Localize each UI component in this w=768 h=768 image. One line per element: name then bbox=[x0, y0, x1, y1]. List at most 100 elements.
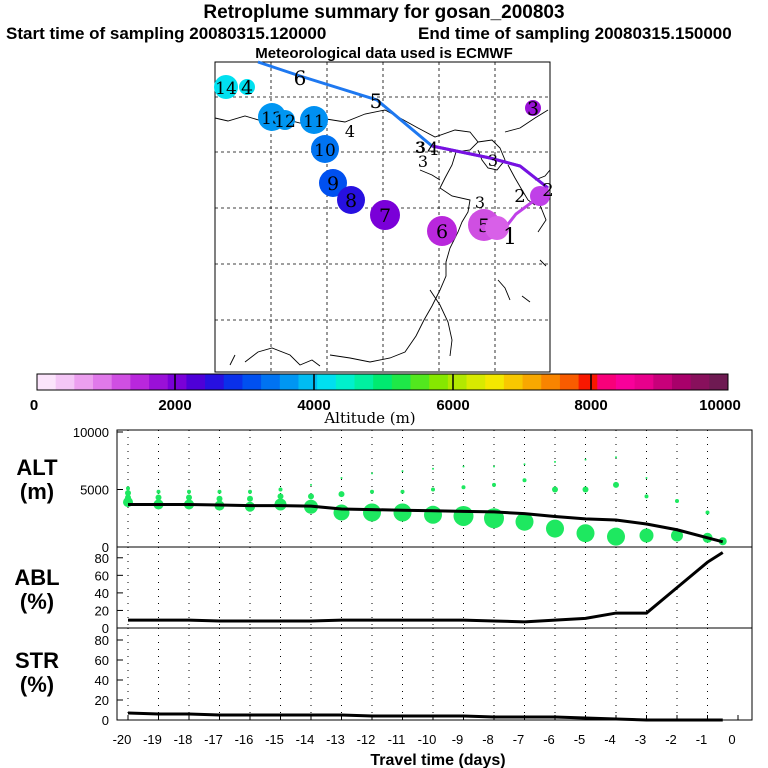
trajectory-day-label: 3 bbox=[418, 152, 428, 171]
series-line bbox=[128, 502, 724, 544]
trajectory-bubble bbox=[239, 79, 255, 95]
x-tick-label: -17 bbox=[204, 732, 223, 747]
y-tick-label: 40 bbox=[95, 673, 109, 688]
bubble-label: 11 bbox=[303, 112, 325, 132]
altitude-dot bbox=[187, 489, 191, 494]
y-tick-label: 5000 bbox=[80, 483, 109, 498]
colorbar-swatch bbox=[373, 374, 393, 390]
altitude-dot bbox=[552, 486, 558, 493]
end-time-label: End time of sampling 20080315.150000 bbox=[418, 24, 732, 43]
bubble-label: 4 bbox=[241, 77, 253, 99]
y-tick-label: 60 bbox=[95, 568, 109, 583]
altitude-dot bbox=[308, 493, 314, 500]
bubble-label: 8 bbox=[345, 190, 357, 212]
trajectory-day-label: 3 bbox=[416, 138, 426, 157]
x-tick-label: -20 bbox=[113, 732, 132, 747]
colorbar-tick-label: 4000 bbox=[297, 397, 330, 414]
colorbar-axis-label: Altitude (m) bbox=[323, 409, 415, 427]
altitude-dot bbox=[461, 485, 466, 490]
trajectory-bubble bbox=[275, 110, 295, 130]
colorbar-swatch bbox=[223, 374, 243, 390]
str-panel-label: STR (%) bbox=[2, 649, 72, 697]
altitude-dot bbox=[639, 528, 654, 543]
altitude-dot bbox=[248, 489, 252, 494]
colorbar-swatch bbox=[578, 374, 598, 390]
x-tick-label: -8 bbox=[482, 732, 494, 747]
bubble-label: 10 bbox=[314, 141, 336, 161]
colorbar-tick-label: 8000 bbox=[574, 397, 607, 414]
colorbar-swatch bbox=[522, 374, 542, 390]
bubble-label: 7 bbox=[379, 205, 391, 227]
altitude-dot bbox=[156, 489, 161, 494]
trajectory-upper-recent bbox=[431, 144, 549, 190]
colorbar-swatch bbox=[485, 374, 505, 390]
colorbar-swatch bbox=[634, 374, 654, 390]
alt-panel-label: ALT (m) bbox=[2, 456, 72, 504]
x-tick-label: -12 bbox=[357, 732, 376, 747]
x-tick-label: -5 bbox=[574, 732, 586, 747]
colorbar-swatch bbox=[671, 374, 692, 390]
str-label-line2: (%) bbox=[19, 672, 55, 697]
colorbar-swatch bbox=[55, 374, 75, 390]
altitude-dot bbox=[645, 477, 648, 479]
panel-frame bbox=[116, 627, 753, 721]
x-tick-label: -13 bbox=[326, 732, 345, 747]
y-tick-label: 60 bbox=[95, 653, 109, 668]
bubble-label: 12 bbox=[274, 112, 296, 132]
altitude-dot bbox=[522, 478, 527, 483]
map-coastline bbox=[497, 279, 511, 301]
x-tick-label: -19 bbox=[143, 732, 162, 747]
altitude-dot bbox=[675, 499, 679, 503]
colorbar-swatch bbox=[261, 374, 281, 390]
altitude-dot bbox=[584, 458, 587, 461]
met-data-label: Meteorological data used is ECMWF bbox=[255, 45, 513, 62]
map-coastline bbox=[539, 259, 547, 267]
altitude-dot bbox=[247, 495, 253, 502]
altitude-dot bbox=[705, 510, 710, 515]
x-tick-label: -2 bbox=[665, 732, 677, 747]
panel-frame bbox=[116, 546, 753, 629]
str-label-line1: STR bbox=[15, 648, 59, 673]
y-tick-label: 0 bbox=[102, 540, 109, 555]
altitude-dot bbox=[431, 487, 435, 492]
y-tick-label: 0 bbox=[102, 621, 109, 636]
trajectory-day-label: 3 bbox=[415, 138, 425, 157]
map-coastline bbox=[504, 109, 549, 133]
colorbar-swatch bbox=[149, 374, 169, 390]
altitude-dot bbox=[277, 493, 284, 500]
altitude-dot bbox=[576, 524, 595, 543]
bubble-label: 9 bbox=[327, 173, 339, 195]
trajectory-bubble bbox=[530, 186, 550, 206]
x-tick-label: -14 bbox=[296, 732, 315, 747]
y-tick-label: 0 bbox=[102, 713, 109, 728]
colorbar-swatch bbox=[335, 374, 355, 390]
colorbar-swatch bbox=[205, 374, 225, 390]
alt-label-line2: (m) bbox=[19, 479, 55, 504]
altitude-dot bbox=[546, 519, 564, 538]
colorbar-tick-label: 6000 bbox=[436, 397, 469, 414]
trajectory-bubble bbox=[300, 106, 328, 134]
altitude-dot bbox=[310, 483, 312, 486]
bubble-label: 14 bbox=[215, 79, 237, 99]
colorbar-swatch bbox=[709, 374, 729, 390]
colorbar-swatch bbox=[690, 374, 710, 390]
colorbar-swatch bbox=[503, 374, 524, 390]
colorbar-swatch bbox=[37, 374, 57, 390]
altitude-dot bbox=[493, 465, 495, 468]
x-tick-label: -6 bbox=[543, 732, 555, 747]
altitude-dot bbox=[671, 529, 683, 542]
x-tick-label: -16 bbox=[235, 732, 254, 747]
alt-label-line1: ALT bbox=[16, 455, 58, 480]
bubble-label: 3 bbox=[527, 98, 539, 120]
altitude-dot bbox=[424, 505, 442, 524]
x-tick-label: -9 bbox=[452, 732, 464, 747]
altitude-dot bbox=[126, 486, 130, 491]
x-tick-label: -11 bbox=[388, 732, 406, 747]
colorbar-swatch bbox=[298, 374, 318, 390]
altitude-dot bbox=[554, 460, 556, 463]
trajectory-bubble bbox=[214, 75, 238, 99]
colorbar-swatch bbox=[597, 374, 617, 390]
map-coastline bbox=[477, 139, 506, 171]
x-axis-label: Travel time (days) bbox=[370, 752, 505, 768]
altitude-dot bbox=[615, 456, 617, 459]
